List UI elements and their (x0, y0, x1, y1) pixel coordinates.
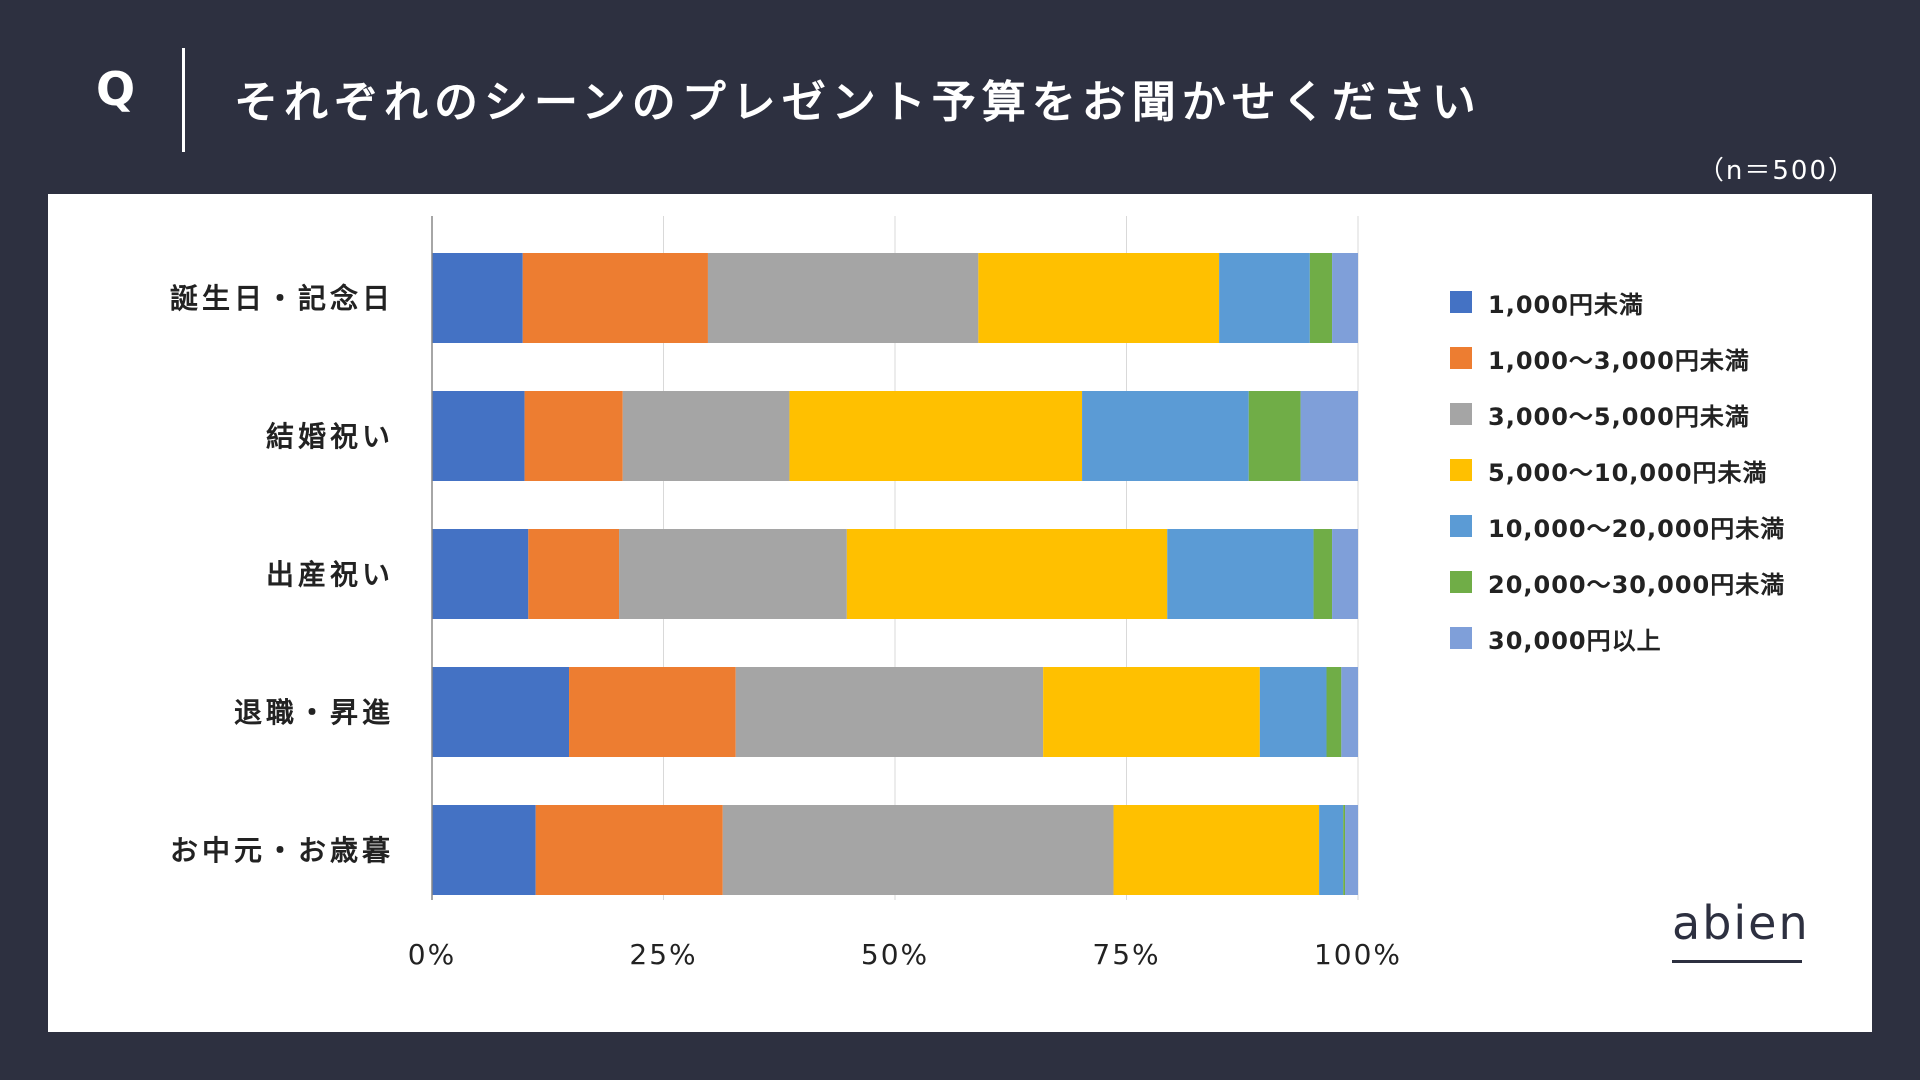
legend-swatch-0 (1450, 291, 1472, 313)
legend-item-5: 20,000〜30,000円未満 (1450, 554, 1785, 610)
category-label-1: 結婚祝い (266, 420, 394, 453)
bar-segment-4-0 (432, 805, 536, 895)
legend-label-6: 30,000円以上 (1488, 626, 1662, 655)
legend-label-0: 1,000円未満 (1488, 290, 1644, 319)
bar-segment-1-5 (1248, 391, 1301, 481)
bar-segment-0-6 (1332, 253, 1358, 343)
bar-segment-4-3 (1113, 805, 1320, 895)
bar-segment-0-4 (1219, 253, 1310, 343)
chart-legend: 1,000円未満 1,000〜3,000円未満 3,000〜5,000円未満 5,00… (1450, 274, 1785, 666)
bar-segment-3-1 (569, 667, 736, 757)
bar-segment-3-5 (1326, 667, 1342, 757)
category-label-0: 誕生日・記念日 (170, 282, 394, 315)
legend-item-2: 3,000〜5,000円未満 (1450, 386, 1785, 442)
bar-segment-2-5 (1313, 529, 1333, 619)
x-tick-label-1: 25% (629, 938, 697, 971)
bar-segment-2-3 (846, 529, 1168, 619)
sample-size-label: （n＝500） (1697, 156, 1856, 186)
header-divider (182, 48, 185, 152)
legend-swatch-1 (1450, 347, 1472, 369)
bar-segment-1-3 (789, 391, 1083, 481)
bar-segment-4-5 (1343, 805, 1346, 895)
legend-swatch-5 (1450, 571, 1472, 593)
x-tick-label-4: 100% (1314, 938, 1402, 971)
chart-panel: 誕生日・記念日結婚祝い出産祝い退職・昇進お中元・お歳暮 0% 25% 50% 75% 10… (48, 194, 1872, 1032)
category-label-2: 出産祝い (266, 558, 394, 591)
legend-item-3: 5,000〜10,000円未満 (1450, 442, 1785, 498)
legend-label-2: 3,000〜5,000円未満 (1488, 402, 1750, 431)
bar-segment-1-0 (432, 391, 525, 481)
bar-segment-2-4 (1167, 529, 1314, 619)
legend-swatch-6 (1450, 627, 1472, 649)
x-tick-label-2: 50% (861, 938, 929, 971)
bar-segment-2-1 (528, 529, 620, 619)
bar-segment-0-3 (978, 253, 1220, 343)
bar-segment-4-2 (722, 805, 1114, 895)
brand-logo-text: abien (1672, 896, 1810, 950)
question-marker: Q (96, 62, 136, 116)
bar-segment-3-6 (1341, 667, 1358, 757)
bar-segment-2-2 (619, 529, 847, 619)
legend-item-4: 10,000〜20,000円未満 (1450, 498, 1785, 554)
category-label-3: 退職・昇進 (234, 696, 394, 729)
bar-segment-4-1 (535, 805, 723, 895)
x-tick-label-0: 0% (408, 938, 456, 971)
legend-item-0: 1,000円未満 (1450, 274, 1785, 330)
page-title: それぞれのシーンのプレゼント予算をお聞かせください (234, 77, 1482, 128)
bar-segment-0-0 (432, 253, 523, 343)
brand-logo: abien (1672, 896, 1810, 963)
bar-segment-2-0 (432, 529, 529, 619)
bar-segment-3-3 (1043, 667, 1260, 757)
bar-segment-4-4 (1319, 805, 1344, 895)
legend-item-6: 30,000円以上 (1450, 610, 1785, 666)
legend-swatch-4 (1450, 515, 1472, 537)
bar-segment-1-1 (524, 391, 623, 481)
x-tick-label-3: 75% (1092, 938, 1160, 971)
legend-label-4: 10,000〜20,000円未満 (1488, 514, 1786, 543)
legend-swatch-2 (1450, 403, 1472, 425)
legend-item-1: 1,000〜3,000円未満 (1450, 330, 1785, 386)
bar-segment-1-4 (1082, 391, 1249, 481)
category-label-4: お中元・お歳暮 (170, 834, 394, 867)
legend-label-3: 5,000〜10,000円未満 (1488, 458, 1768, 487)
bar-segment-2-6 (1332, 529, 1358, 619)
bar-segment-0-5 (1309, 253, 1333, 343)
bar-segment-1-6 (1300, 391, 1358, 481)
bar-segment-0-2 (707, 253, 979, 343)
bar-segment-3-4 (1259, 667, 1327, 757)
legend-label-1: 1,000〜3,000円未満 (1488, 346, 1750, 375)
bar-segment-4-6 (1345, 805, 1358, 895)
legend-label-5: 20,000〜30,000円未満 (1488, 570, 1786, 599)
bar-segment-0-1 (522, 253, 708, 343)
bar-segment-3-2 (735, 667, 1044, 757)
bar-segment-1-2 (622, 391, 790, 481)
bar-segment-3-0 (432, 667, 570, 757)
brand-underline (1672, 960, 1802, 963)
legend-swatch-3 (1450, 459, 1472, 481)
